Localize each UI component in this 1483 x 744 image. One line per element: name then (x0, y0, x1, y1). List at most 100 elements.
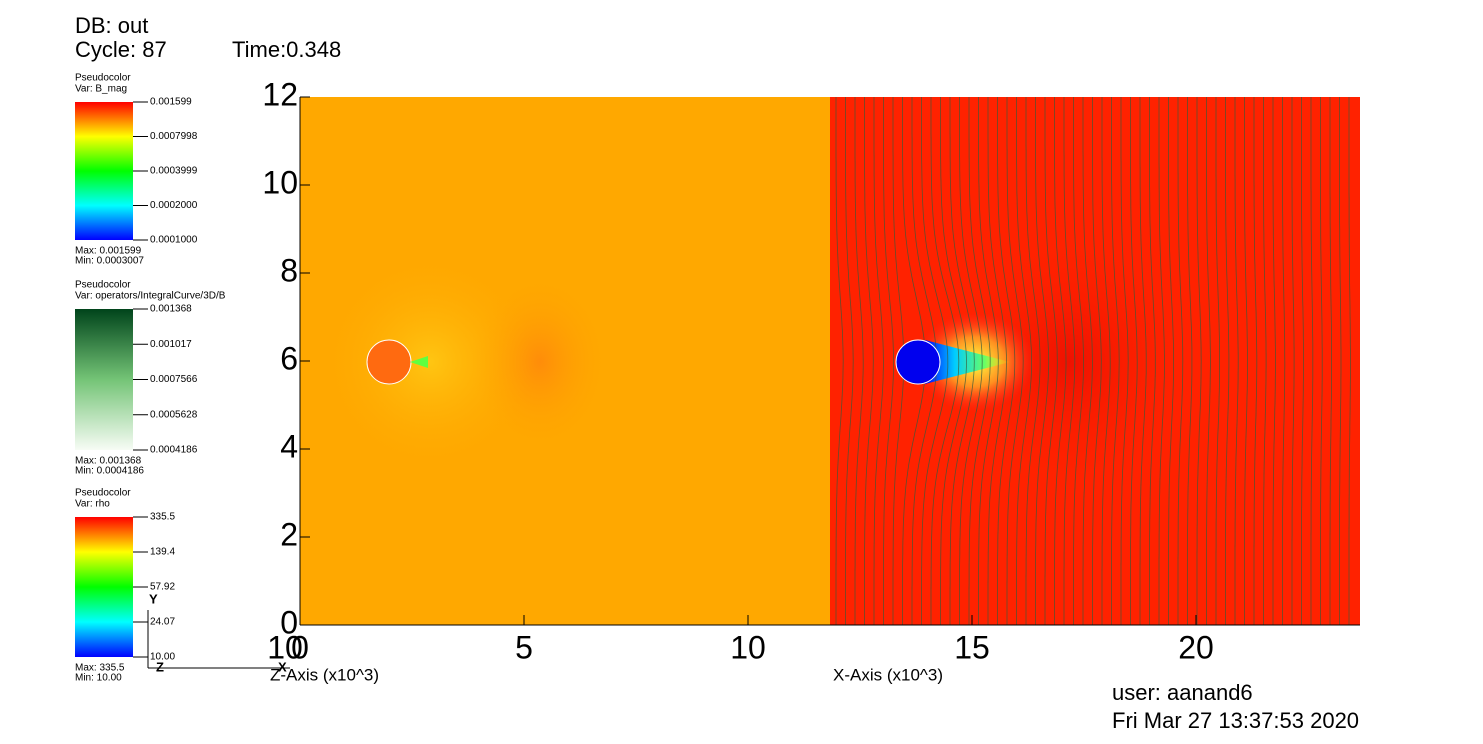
streamline (1196, 97, 1202, 625)
legend-plot: Pseudocolor (75, 73, 131, 84)
streamline (921, 97, 949, 625)
colorbar-label: 139.4 (150, 547, 175, 558)
streamline (1272, 97, 1276, 625)
streamline (835, 97, 844, 625)
streamline (1253, 97, 1258, 625)
colorbar-label: 57.92 (150, 582, 175, 593)
colorbar-label: 0.0007566 (150, 374, 198, 385)
triad-x: X (278, 659, 287, 674)
streamline (1187, 97, 1193, 625)
y-tick-label: 4 (280, 428, 298, 464)
streamline (1263, 97, 1267, 625)
y-tick-label: 12 (262, 76, 298, 112)
y-tick-label: 2 (280, 516, 298, 552)
colorbar-label: 0.0002000 (150, 200, 198, 211)
colorbar-label: 0.001017 (150, 339, 192, 350)
z-axis-title: Z-Axis (x10^3) (270, 665, 379, 684)
user: user: aanand6 (1112, 680, 1253, 705)
streamline (978, 97, 999, 625)
streamline (968, 97, 991, 625)
streamline (1120, 97, 1129, 625)
colorbar (75, 517, 133, 657)
streamline (1215, 97, 1220, 625)
x-axis-title: X-Axis (x10^3) (833, 665, 943, 684)
wake (950, 232, 1190, 492)
streamline (1006, 97, 1024, 625)
legend-min: Min: 0.0003007 (75, 256, 144, 267)
x-tick-label: 0 (291, 629, 309, 665)
legend-max: Max: 0.001599 (75, 246, 142, 257)
streamline (1225, 97, 1230, 625)
colorbar (75, 309, 133, 450)
db: DB: out (75, 13, 148, 38)
streamline (1158, 97, 1165, 625)
streamline (1206, 97, 1211, 625)
colorbar (75, 102, 133, 240)
obstacle (366, 339, 412, 385)
legend-min: Min: 0.0004186 (75, 466, 144, 477)
wake-cone (925, 340, 1010, 384)
streamline (1092, 97, 1102, 625)
streamline (1348, 97, 1351, 625)
y-tick-label: 8 (280, 252, 298, 288)
streamline (1320, 97, 1323, 625)
x-tick-label: 10 (730, 629, 766, 665)
streamline (1101, 97, 1111, 625)
colorbar-label: 0.001599 (150, 97, 192, 108)
legend-var: Var: operators/IntegralCurve/3D/B (75, 291, 226, 302)
colorbar-label: 0.0007998 (150, 131, 198, 142)
streamline (1244, 97, 1248, 625)
streamline (959, 97, 983, 625)
colorbar-label: 0.0004186 (150, 445, 198, 456)
streamline (1054, 97, 1067, 625)
legend-plot: Pseudocolor (75, 488, 131, 499)
legend-var: Var: B_mag (75, 84, 127, 95)
obstacle (895, 339, 941, 385)
streamline (883, 97, 894, 625)
streamline (1025, 97, 1041, 625)
legend-min: Min: 10.00 (75, 673, 122, 684)
streamline (1168, 97, 1174, 625)
triad-z: Z (156, 659, 164, 674)
y-tick-label: 6 (280, 340, 298, 376)
streamline (1130, 97, 1138, 625)
x-tick-label: 10 (267, 629, 303, 665)
wake-cone (410, 356, 428, 368)
legend-plot: Pseudocolor (75, 280, 131, 291)
x-tick-label: 5 (515, 629, 533, 665)
cycle: Cycle: 87 (75, 37, 167, 62)
colorbar-label: 10.00 (150, 652, 175, 663)
colorbar-label: 335.5 (150, 512, 175, 523)
streamline (1282, 97, 1286, 625)
time: Time:0.348 (232, 37, 341, 62)
streamline (864, 97, 874, 625)
streamline (1234, 97, 1239, 625)
streamline (1301, 97, 1304, 625)
streamline (1016, 97, 1033, 625)
y-tick-label: 0 (280, 604, 298, 640)
streamline (1035, 97, 1050, 625)
streamline (1291, 97, 1295, 625)
colorbar-label: 0.0001000 (150, 235, 198, 246)
streamline (940, 97, 967, 625)
streamline (1329, 97, 1332, 625)
streamline (1339, 97, 1342, 625)
date: Fri Mar 27 13:37:53 2020 (1112, 708, 1359, 733)
legend-var: Var: rho (75, 499, 110, 510)
streamline (1139, 97, 1147, 625)
streamline (987, 97, 1007, 625)
streamline (873, 97, 884, 625)
triad-y: Y (149, 591, 158, 606)
streamline (1111, 97, 1120, 625)
y-tick-label: 10 (262, 164, 298, 200)
legend-max: Max: 335.5 (75, 663, 125, 674)
streamline (1310, 97, 1314, 625)
streamline (997, 97, 1016, 625)
legend-max: Max: 0.001368 (75, 456, 142, 467)
x-tick-label: 15 (954, 629, 990, 665)
colorbar-label: 24.07 (150, 617, 175, 628)
streamline (845, 97, 854, 625)
wake (470, 272, 610, 452)
streamline (1044, 97, 1058, 625)
